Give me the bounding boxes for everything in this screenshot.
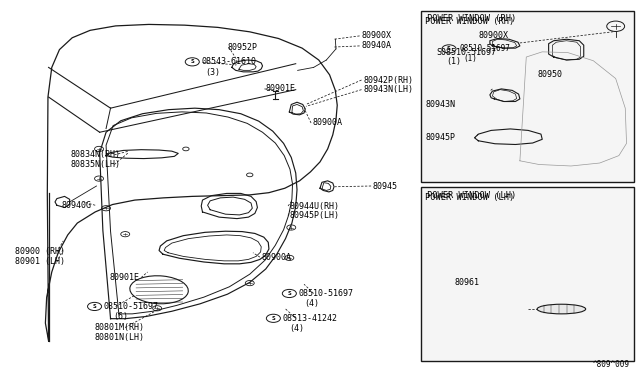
Text: (6): (6)	[114, 312, 129, 321]
Text: (3): (3)	[205, 68, 220, 77]
Text: 80801N(LH): 80801N(LH)	[95, 333, 145, 342]
Text: POWER WINDOW (LH): POWER WINDOW (LH)	[428, 191, 516, 200]
Text: 80945P: 80945P	[426, 133, 456, 142]
Text: S08510-51697: S08510-51697	[436, 48, 496, 57]
Text: 80940A: 80940A	[362, 41, 392, 51]
Text: 80900A: 80900A	[312, 119, 342, 128]
Bar	[421, 11, 634, 182]
Text: 80900X: 80900X	[478, 31, 508, 41]
Text: 80901 (LH): 80901 (LH)	[15, 257, 65, 266]
Text: (4): (4)	[304, 299, 319, 308]
Ellipse shape	[537, 304, 586, 314]
Text: POWER WINDOW (LH): POWER WINDOW (LH)	[426, 193, 515, 202]
Text: 08510-51697: 08510-51697	[298, 289, 353, 298]
Text: 80943N(LH): 80943N(LH)	[364, 85, 413, 94]
Text: 80944U(RH): 80944U(RH)	[289, 202, 339, 211]
Text: 80834N(RH): 80834N(RH)	[71, 150, 121, 159]
Text: 80945: 80945	[372, 182, 397, 190]
Text: (4): (4)	[289, 324, 305, 333]
Text: 80900A: 80900A	[261, 253, 291, 262]
Text: 08510-51697: 08510-51697	[104, 302, 159, 311]
Text: 80801M(RH): 80801M(RH)	[95, 323, 145, 332]
Text: 80940G: 80940G	[61, 201, 92, 210]
Text: 80835N(LH): 80835N(LH)	[71, 160, 121, 169]
Text: 80900X: 80900X	[362, 31, 392, 41]
Text: (1): (1)	[463, 54, 477, 62]
Text: POWER WINDOW (RH): POWER WINDOW (RH)	[426, 17, 515, 26]
Text: S: S	[271, 316, 275, 321]
Text: 08543-61610: 08543-61610	[201, 57, 256, 66]
Text: 80943N: 80943N	[426, 100, 456, 109]
Text: 80945P(LH): 80945P(LH)	[289, 211, 339, 220]
Text: 08510-51697: 08510-51697	[460, 44, 510, 53]
Text: S: S	[287, 291, 291, 296]
Bar	[421, 187, 634, 361]
Text: 80942P(RH): 80942P(RH)	[364, 76, 413, 84]
Text: ^809^009: ^809^009	[593, 360, 630, 369]
Text: 80950: 80950	[537, 70, 562, 79]
Text: S: S	[447, 46, 451, 51]
Text: (1): (1)	[447, 57, 461, 66]
Text: 80901E: 80901E	[266, 84, 296, 93]
Text: 08513-41242: 08513-41242	[282, 314, 337, 323]
Text: POWER WINDOW (RH): POWER WINDOW (RH)	[428, 15, 516, 23]
Text: 80961: 80961	[454, 278, 479, 287]
Text: S: S	[191, 60, 194, 64]
Text: 80952P: 80952P	[227, 42, 257, 51]
Text: 80900 (RH): 80900 (RH)	[15, 247, 65, 256]
Text: S: S	[93, 304, 97, 309]
Text: 80901E: 80901E	[109, 273, 140, 282]
